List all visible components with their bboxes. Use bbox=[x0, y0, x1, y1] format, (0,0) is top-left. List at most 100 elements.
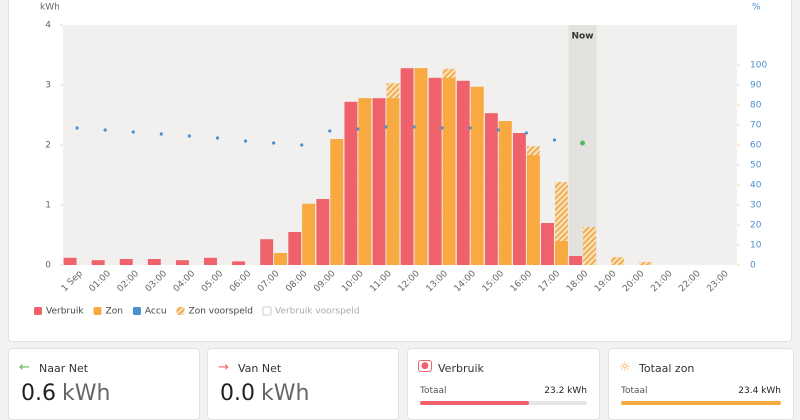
y-tick-label: 4 bbox=[45, 21, 51, 31]
x-tick-label: 06:00 bbox=[228, 269, 254, 295]
icon: → bbox=[218, 360, 229, 375]
y2-tick-label: 10 bbox=[750, 241, 762, 251]
accu-point bbox=[103, 128, 107, 132]
card-title: Naar Net bbox=[39, 362, 89, 375]
bar bbox=[428, 77, 442, 265]
accu-point bbox=[300, 143, 304, 147]
accu-point bbox=[580, 140, 586, 146]
x-tick-label: 14:00 bbox=[453, 269, 479, 295]
card: ☼ Totaal zon Totaal 23.4 kWh bbox=[608, 348, 794, 420]
bar bbox=[569, 256, 583, 265]
legend-swatch bbox=[262, 306, 272, 316]
accu-point bbox=[272, 141, 276, 145]
x-tick-label: 10:00 bbox=[340, 269, 366, 295]
bar bbox=[260, 239, 274, 265]
bar bbox=[232, 261, 246, 265]
accu-point bbox=[524, 131, 528, 135]
progress-bar bbox=[420, 401, 529, 405]
bar bbox=[316, 199, 330, 265]
legend-label: Accu bbox=[145, 307, 167, 317]
y2-tick-label: 100 bbox=[750, 61, 767, 71]
bar bbox=[274, 253, 288, 265]
total-label: Totaal bbox=[420, 386, 447, 396]
x-tick-label: 16:00 bbox=[509, 269, 535, 295]
bar bbox=[470, 86, 484, 265]
legend-label: Zon bbox=[106, 307, 123, 317]
now-label: Now bbox=[572, 32, 594, 42]
bar bbox=[456, 80, 470, 265]
card-title: Van Net bbox=[238, 362, 282, 375]
bar bbox=[372, 98, 386, 265]
icon: ← bbox=[19, 360, 30, 375]
y2-tick-label: 30 bbox=[750, 201, 762, 211]
bar bbox=[63, 257, 77, 265]
y2-tick-label: 40 bbox=[750, 181, 762, 191]
legend-label: Verbruik bbox=[46, 307, 84, 317]
legend-swatch bbox=[176, 307, 185, 315]
bar bbox=[147, 259, 161, 265]
bar bbox=[386, 98, 400, 265]
card: ● Verbruik Totaal 23.2 kWh bbox=[407, 348, 600, 420]
x-tick-label: 01:00 bbox=[88, 269, 114, 295]
bar bbox=[611, 257, 625, 265]
x-tick-label: 15:00 bbox=[481, 269, 507, 295]
value: 0.0 bbox=[220, 381, 255, 406]
value: 0.6 bbox=[21, 381, 56, 406]
x-tick-label: 11:00 bbox=[368, 269, 394, 295]
x-tick-label: 1 Sep bbox=[60, 269, 85, 294]
y2-tick-label: 60 bbox=[750, 141, 762, 151]
x-tick-label: 02:00 bbox=[116, 269, 142, 295]
x-tick-label: 22:00 bbox=[677, 269, 703, 295]
card: ← Naar Net 0.6 kWh bbox=[8, 348, 200, 420]
bar bbox=[583, 227, 596, 265]
y2-tick-label: 70 bbox=[750, 121, 762, 131]
x-tick-label: 13:00 bbox=[425, 269, 451, 295]
bar bbox=[442, 77, 456, 265]
card-title: Verbruik bbox=[438, 362, 484, 375]
accu-point bbox=[496, 128, 500, 132]
bar bbox=[541, 223, 554, 265]
progress-bar bbox=[621, 401, 781, 405]
x-tick-label: 03:00 bbox=[144, 269, 170, 295]
bar bbox=[330, 139, 344, 265]
bar bbox=[498, 121, 512, 265]
x-tick-label: 23:00 bbox=[705, 269, 731, 295]
x-tick-label: 19:00 bbox=[593, 269, 619, 295]
accu-point bbox=[552, 138, 557, 142]
x-tick-label: 20:00 bbox=[621, 269, 647, 295]
y2-tick-label: 80 bbox=[750, 101, 762, 111]
bar bbox=[288, 232, 302, 265]
bar bbox=[526, 155, 540, 265]
bar bbox=[119, 259, 133, 265]
unit: kWh bbox=[261, 381, 310, 406]
x-tick-label: 05:00 bbox=[200, 269, 226, 295]
bar bbox=[91, 260, 105, 265]
bar bbox=[484, 113, 498, 265]
y-tick-label: 1 bbox=[45, 201, 51, 211]
y-tick-label: 0 bbox=[45, 261, 51, 271]
x-tick-label: 12:00 bbox=[397, 269, 423, 295]
legend-label: Zon voorspeld bbox=[189, 307, 253, 317]
accu-point bbox=[215, 136, 220, 140]
total-value: 23.4 kWh bbox=[738, 386, 781, 396]
total-label: Totaal bbox=[621, 386, 648, 396]
accu-point bbox=[243, 139, 248, 143]
progress-track bbox=[621, 401, 781, 405]
y-axis-label: kWh bbox=[40, 3, 60, 13]
icon: ☼ bbox=[619, 360, 631, 375]
bar bbox=[302, 203, 316, 265]
page: {"chart_data": {"type": "bar", "y_label"… bbox=[8, 0, 794, 420]
accu-point bbox=[356, 127, 360, 131]
bar bbox=[344, 101, 358, 265]
accu-point bbox=[440, 126, 444, 130]
card: → Van Net 0.0 kWh bbox=[207, 348, 399, 420]
card-value: 0.0 kWh bbox=[220, 381, 309, 406]
icon: ● bbox=[418, 360, 432, 372]
bar bbox=[358, 98, 372, 265]
bar bbox=[512, 133, 526, 265]
bar bbox=[400, 68, 414, 265]
x-tick-label: 18:00 bbox=[565, 269, 591, 295]
accu-point bbox=[468, 126, 472, 130]
bar bbox=[204, 257, 217, 265]
legend-swatch bbox=[93, 307, 102, 315]
